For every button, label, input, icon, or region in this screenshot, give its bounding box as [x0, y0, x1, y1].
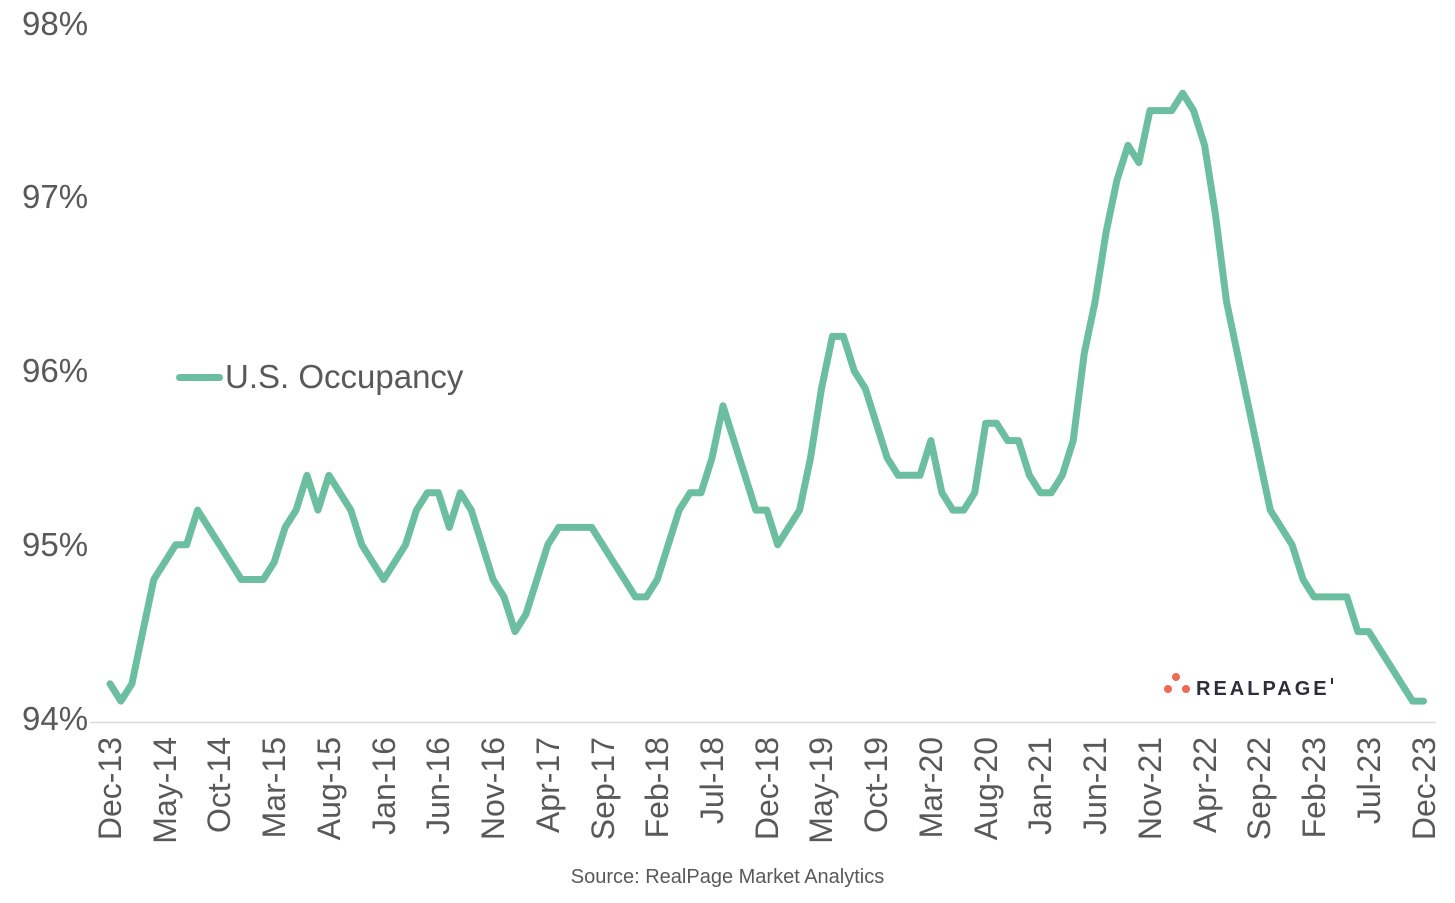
y-axis-label: 95% [22, 525, 89, 563]
x-axis-label: Jul-23 [1350, 737, 1387, 825]
x-axis-label: Jun-21 [1077, 737, 1114, 835]
x-axis-label: Jul-18 [694, 737, 731, 825]
x-axis-label: Jan-16 [365, 737, 402, 835]
x-axis-label: Mar-20 [912, 737, 949, 839]
x-axis-label: Oct-14 [201, 737, 238, 834]
x-axis-label: Sep-17 [584, 737, 621, 841]
y-axis-label: 96% [22, 352, 89, 390]
x-axis-label: Mar-15 [256, 737, 293, 839]
y-axis-label: 94% [22, 699, 89, 737]
x-axis-label: Jun-16 [420, 737, 457, 835]
logo-wordmark: REALPAGE [1196, 678, 1330, 700]
logo-dot-icon [1164, 685, 1172, 693]
x-axis-label: Aug-15 [310, 737, 347, 841]
y-axis-label: 98% [22, 4, 89, 42]
legend: U.S. Occupancy [176, 358, 464, 395]
x-axis-label: Oct-19 [858, 737, 895, 834]
x-axis-label: Dec-13 [92, 737, 128, 841]
legend-line-swatch [176, 373, 223, 381]
x-axis-label: Nov-16 [475, 737, 512, 841]
logo-dot-icon [1182, 685, 1190, 693]
x-axis-label: May-19 [803, 737, 840, 844]
x-axis-label: Feb-18 [639, 737, 676, 839]
trademark-tick [1331, 678, 1333, 684]
x-axis-label: Aug-20 [967, 737, 1004, 841]
x-axis-label: Sep-22 [1241, 737, 1278, 841]
x-axis-label: May-14 [146, 737, 183, 844]
y-axis-label: 97% [22, 178, 89, 216]
x-axis-label: Feb-23 [1296, 737, 1333, 839]
x-axis-label: Dec-23 [1405, 737, 1442, 841]
x-axis-label: Apr-17 [529, 737, 566, 834]
x-axis-label: Jan-21 [1022, 737, 1059, 835]
realpage-logo: REALPAGE [1162, 668, 1340, 710]
x-axis-label: Dec-18 [748, 737, 785, 841]
x-axis-label: Nov-21 [1131, 737, 1168, 841]
x-axis-label: Apr-22 [1186, 737, 1223, 834]
occupancy-series-line [106, 89, 1427, 705]
source-caption: Source: RealPage Market Analytics [570, 866, 885, 888]
logo-dot-icon [1172, 673, 1180, 681]
legend-label: U.S. Occupancy [225, 358, 464, 395]
